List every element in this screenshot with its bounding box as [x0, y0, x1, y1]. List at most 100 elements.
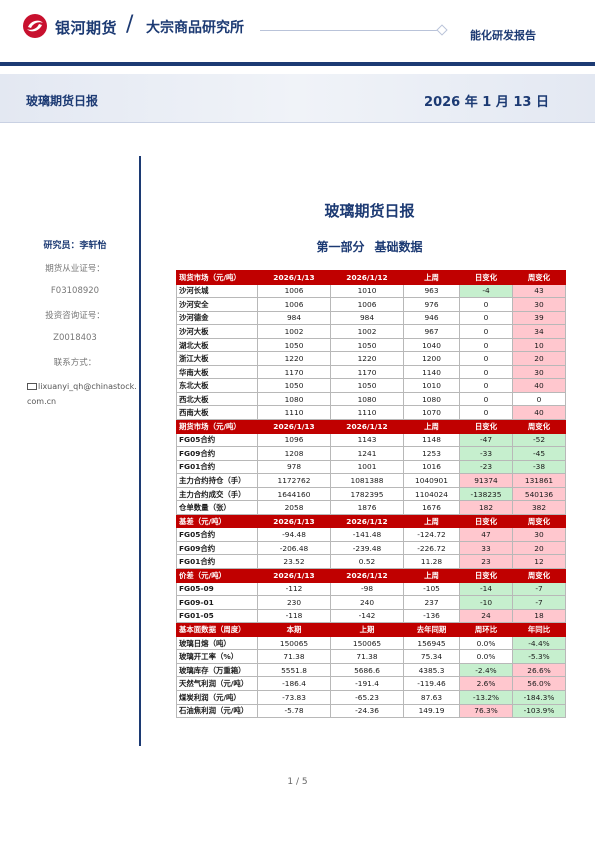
table-cell: 0.52 — [330, 554, 404, 570]
header-bar — [0, 62, 595, 66]
table-cell: 40 — [512, 378, 566, 393]
table-cell: 1148 — [403, 432, 460, 448]
table-cell: -103.9% — [512, 703, 566, 719]
row-label: FG09合约 — [176, 540, 258, 556]
table-cell: -124.72 — [403, 527, 460, 542]
column-header: 上周 — [403, 419, 460, 434]
table-cell: 0 — [512, 391, 566, 407]
table-row: FG01合约 23.52 0.52 11.28 23 12 — [176, 554, 566, 570]
table-cell: 12 — [512, 554, 566, 570]
row-label: 沙河德金 — [176, 310, 258, 326]
table-cell: 0.0% — [459, 635, 513, 651]
row-label: 煤炭利润（元/吨） — [176, 689, 258, 705]
table-row: 仓单数量（张） 2058 1876 1676 182 382 — [176, 500, 566, 515]
table-cell: 5686.6 — [330, 662, 404, 678]
researcher-name: 研究员：李轩怡 — [43, 241, 107, 251]
title-band — [0, 74, 595, 122]
table-row: 石油焦利润（元/吨） -5.78 -24.36 149.19 76.3% -103.9% — [176, 703, 566, 719]
table-cell: 4385.3 — [403, 662, 460, 678]
table-cell: -119.46 — [403, 676, 460, 691]
table-cell: -4 — [459, 283, 513, 299]
table-row: 西南大板 1110 1110 1070 0 40 — [176, 405, 566, 420]
advisory-number: Z0018403 — [53, 333, 97, 343]
table-cell: 91374 — [459, 473, 513, 488]
contact-email-block: lixuanyi_qh@chinastock.com.cn — [27, 379, 137, 409]
row-label: 玻璃日熔（吨） — [176, 635, 258, 651]
table-cell: 1050 — [330, 378, 404, 393]
table-cell: 150065 — [257, 635, 331, 651]
table-cell: -14 — [459, 581, 513, 597]
table-cell: 1050 — [257, 337, 331, 353]
table-cell: 1080 — [403, 391, 460, 407]
table-row: 玻璃日熔（吨） 150065 150065 156945 0.0% -4.4% — [176, 635, 566, 651]
table-cell: -5.78 — [257, 703, 331, 719]
table-cell: 0 — [459, 391, 513, 407]
contact-email[interactable]: lixuanyi_qh@chinastock.com.cn — [27, 382, 137, 406]
table-row: 主力合约成交（手） 1644160 1782395 1104024 -138235 540… — [176, 486, 566, 502]
column-header: 去年同期 — [403, 622, 460, 637]
column-header: 周变化 — [512, 513, 566, 529]
table-cell: -142 — [330, 608, 404, 624]
table-cell: 34 — [512, 324, 566, 339]
row-label: 天然气利润（元/吨） — [176, 676, 258, 691]
table-cell: -94.48 — [257, 527, 331, 542]
license-number: F03108920 — [50, 286, 100, 296]
section-header-row: 基差（元/吨） 2026/1/13 2026/1/12 上周 日变化 周变化 — [176, 513, 566, 529]
table-cell: 20 — [512, 351, 566, 366]
table-row: 玻璃开工率（%） 71.38 71.38 75.34 0.0% -5.3% — [176, 649, 566, 664]
table-cell: -47 — [459, 432, 513, 448]
table-cell: 1220 — [257, 351, 331, 366]
table-cell: 1002 — [257, 324, 331, 339]
column-header: 2026/1/13 — [257, 513, 331, 529]
row-label: 沙河大板 — [176, 324, 258, 339]
table-row: 华南大板 1170 1170 1140 0 30 — [176, 364, 566, 380]
table-cell: 0.0% — [459, 649, 513, 664]
column-header: 上周 — [403, 270, 460, 285]
table-cell: -184.3% — [512, 689, 566, 705]
table-cell: 1241 — [330, 446, 404, 461]
column-header: 周变化 — [512, 419, 566, 434]
table-cell: 1080 — [257, 391, 331, 407]
section-header-label: 现货市场（元/吨） — [176, 270, 258, 285]
table-cell: 1220 — [330, 351, 404, 366]
table-cell: 1110 — [257, 405, 331, 420]
table-cell: -138235 — [459, 486, 513, 502]
column-header: 2026/1/13 — [257, 419, 331, 434]
table-cell: 1010 — [403, 378, 460, 393]
row-label: 石油焦利润（元/吨） — [176, 703, 258, 719]
section-part: 第一部分 — [316, 240, 365, 254]
table-cell: 967 — [403, 324, 460, 339]
table-cell: -24.36 — [330, 703, 404, 719]
table-cell: -112 — [257, 581, 331, 597]
section-header-label: 基差（元/吨） — [176, 513, 258, 529]
diamond-icon — [436, 24, 448, 36]
table-cell: 26.6% — [512, 662, 566, 678]
table-cell: 237 — [403, 595, 460, 610]
table-cell: 1010 — [330, 283, 404, 299]
table-cell: 1081388 — [330, 473, 404, 488]
table-row: 湖北大板 1050 1050 1040 0 10 — [176, 337, 566, 353]
table-cell: 1170 — [257, 364, 331, 380]
column-header: 本期 — [257, 622, 331, 637]
brand-name: 银河期货 — [55, 19, 118, 37]
table-cell: 156945 — [403, 635, 460, 651]
table-row: FG09合约 1208 1241 1253 -33 -45 — [176, 446, 566, 461]
table-cell: 71.38 — [257, 649, 331, 664]
table-cell: -52 — [512, 432, 566, 448]
table-cell: 976 — [403, 297, 460, 312]
table-cell: 1208 — [257, 446, 331, 461]
table-cell: 1050 — [257, 378, 331, 393]
row-label: 玻璃开工率（%） — [176, 649, 258, 664]
section-header-row: 期货市场（元/吨） 2026/1/13 2026/1/12 上周 日变化 周变化 — [176, 419, 566, 434]
table-cell: 30 — [512, 527, 566, 542]
main-title: 玻璃期货日报 — [324, 202, 415, 220]
table-row: 煤炭利润（元/吨） -73.83 -65.23 87.63 -13.2% -184.3% — [176, 689, 566, 705]
table-cell: 182 — [459, 500, 513, 515]
table-cell: 5551.8 — [257, 662, 331, 678]
table-cell: 2058 — [257, 500, 331, 515]
table-cell: -65.23 — [330, 689, 404, 705]
table-cell: 23.52 — [257, 554, 331, 570]
table-cell: 40 — [512, 405, 566, 420]
table-cell: -2.4% — [459, 662, 513, 678]
table-cell: -10 — [459, 595, 513, 610]
